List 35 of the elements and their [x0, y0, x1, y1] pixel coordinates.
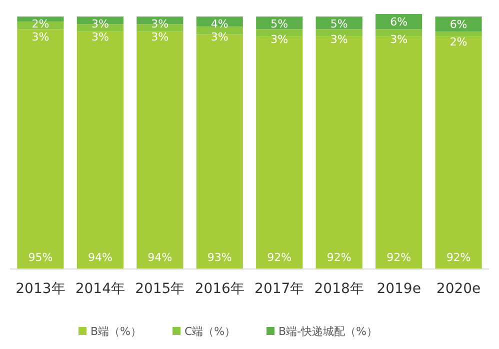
data-label: 92% [267, 251, 292, 264]
x-tick-label: 2020e [436, 281, 481, 297]
legend-label: B端-快递城配（%） [278, 325, 378, 338]
data-label: 3% [91, 18, 109, 31]
data-label: 92% [326, 251, 352, 264]
legend-label: C端（%） [184, 325, 236, 338]
data-label: 6% [390, 16, 408, 29]
data-label: 3% [330, 33, 348, 46]
x-tick-label: 2019e [376, 281, 421, 297]
data-label: 6% [450, 18, 468, 32]
data-label: 93% [207, 251, 232, 264]
data-label: 3% [390, 33, 408, 46]
data-label: 3% [32, 30, 50, 44]
data-label: 3% [151, 18, 169, 31]
data-label: 2% [450, 36, 468, 49]
data-label: 2% [32, 18, 50, 31]
data-label: 3% [91, 30, 109, 44]
x-tick-label: 2013年 [16, 281, 66, 297]
data-label: 95% [28, 251, 53, 264]
x-tick-label: 2016年 [194, 281, 244, 297]
x-tick-label: 2015年 [135, 281, 185, 297]
data-label: 94% [88, 251, 112, 264]
x-tick-label: 2014年 [75, 281, 126, 297]
data-label: 5% [330, 18, 348, 31]
data-label: 3% [270, 33, 288, 46]
data-label: 3% [151, 30, 169, 44]
x-tick-label: 2018年 [314, 281, 364, 297]
x-tick-label: 2017年 [254, 281, 304, 297]
data-label: 92% [446, 251, 471, 264]
data-label: 3% [210, 30, 228, 44]
legend-label: B端（%） [90, 325, 142, 338]
data-label: 92% [386, 251, 412, 264]
data-label: 5% [270, 18, 288, 31]
data-label: 94% [148, 251, 172, 264]
data-label: 4% [210, 18, 228, 31]
